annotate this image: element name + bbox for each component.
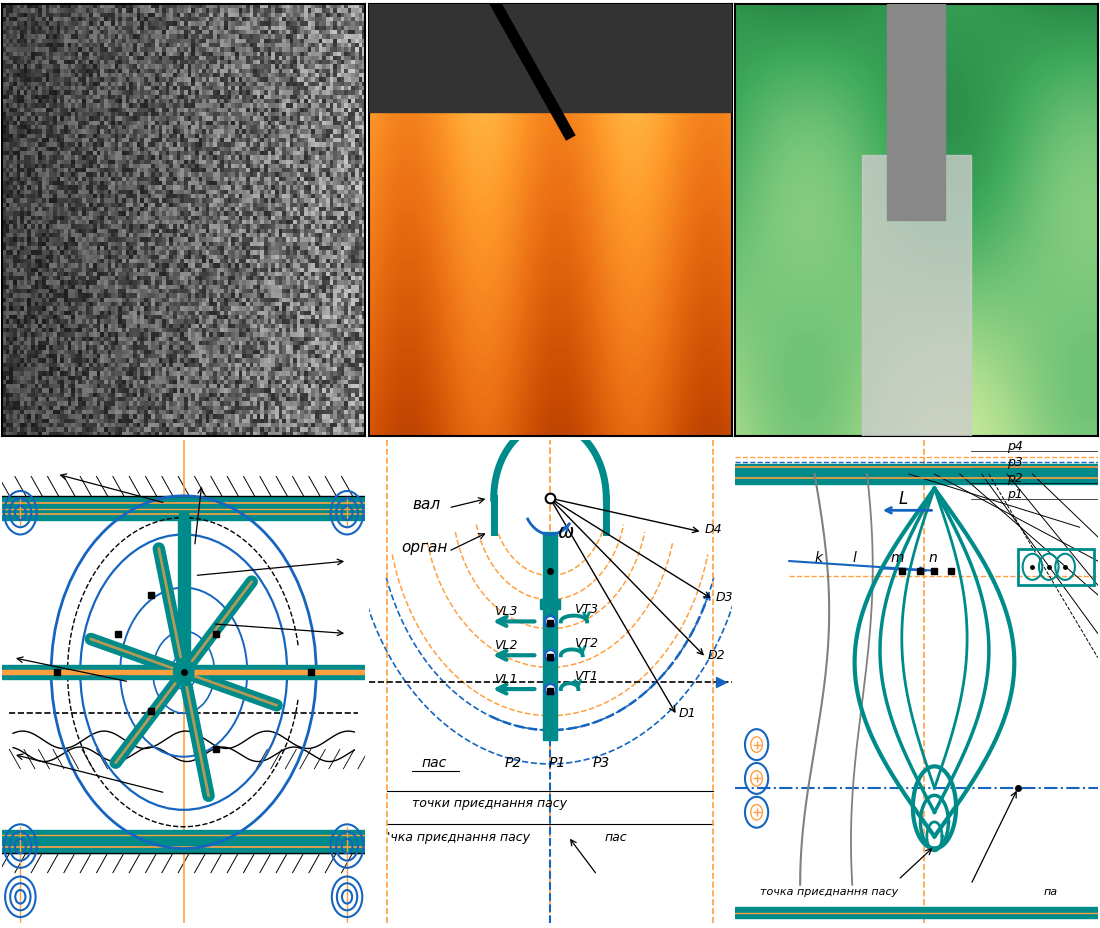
Text: D3: D3 [715,590,733,603]
Text: p4: p4 [1008,440,1023,453]
Text: m: m [891,550,904,564]
Bar [2,840,365,854]
Text: P2: P2 [505,755,522,769]
Text: D4: D4 [704,522,722,535]
Text: D2: D2 [708,648,726,661]
Text: VT2: VT2 [573,636,597,649]
Text: VL1: VL1 [494,672,517,685]
Bar [888,5,945,220]
Text: па: па [1043,886,1057,896]
Text: VT1: VT1 [573,670,597,683]
Bar [735,473,1098,484]
Circle shape [174,659,194,686]
Text: точки приєднання пасу: точки приєднання пасу [412,796,568,809]
Text: p2: p2 [1008,471,1023,484]
Text: P1: P1 [549,755,565,769]
Text: орган: орган [402,540,448,555]
Bar [179,513,188,537]
Text: k: k [815,550,823,564]
Text: точка приєднання пасу: точка приєднання пасу [760,886,899,896]
Text: n: n [930,550,938,564]
Bar [735,465,1098,472]
Bar [2,665,365,679]
Bar [2,497,365,506]
Text: L: L [899,490,907,508]
Bar [177,521,190,673]
Text: пас: пас [605,831,627,844]
Text: 'чка приєднання пасу: 'чка приєднання пасу [387,831,530,844]
Text: VT3: VT3 [573,602,597,615]
Text: $\omega$: $\omega$ [558,522,574,541]
Bar [368,5,732,112]
Text: p1: p1 [1008,487,1023,500]
Text: P3: P3 [592,755,609,769]
Bar [1018,549,1094,586]
Text: VL2: VL2 [494,638,517,651]
Text: p3: p3 [1008,456,1023,469]
Bar [2,671,365,675]
Bar [543,533,557,740]
Text: D1: D1 [679,706,696,719]
Text: l: l [852,550,857,564]
Text: VL3: VL3 [494,604,517,617]
Bar [540,599,560,610]
Bar [2,831,365,839]
Bar [862,156,970,436]
Text: вал: вал [412,496,440,511]
Bar [2,507,365,521]
Text: пас: пас [421,755,447,769]
Bar [735,907,1098,918]
